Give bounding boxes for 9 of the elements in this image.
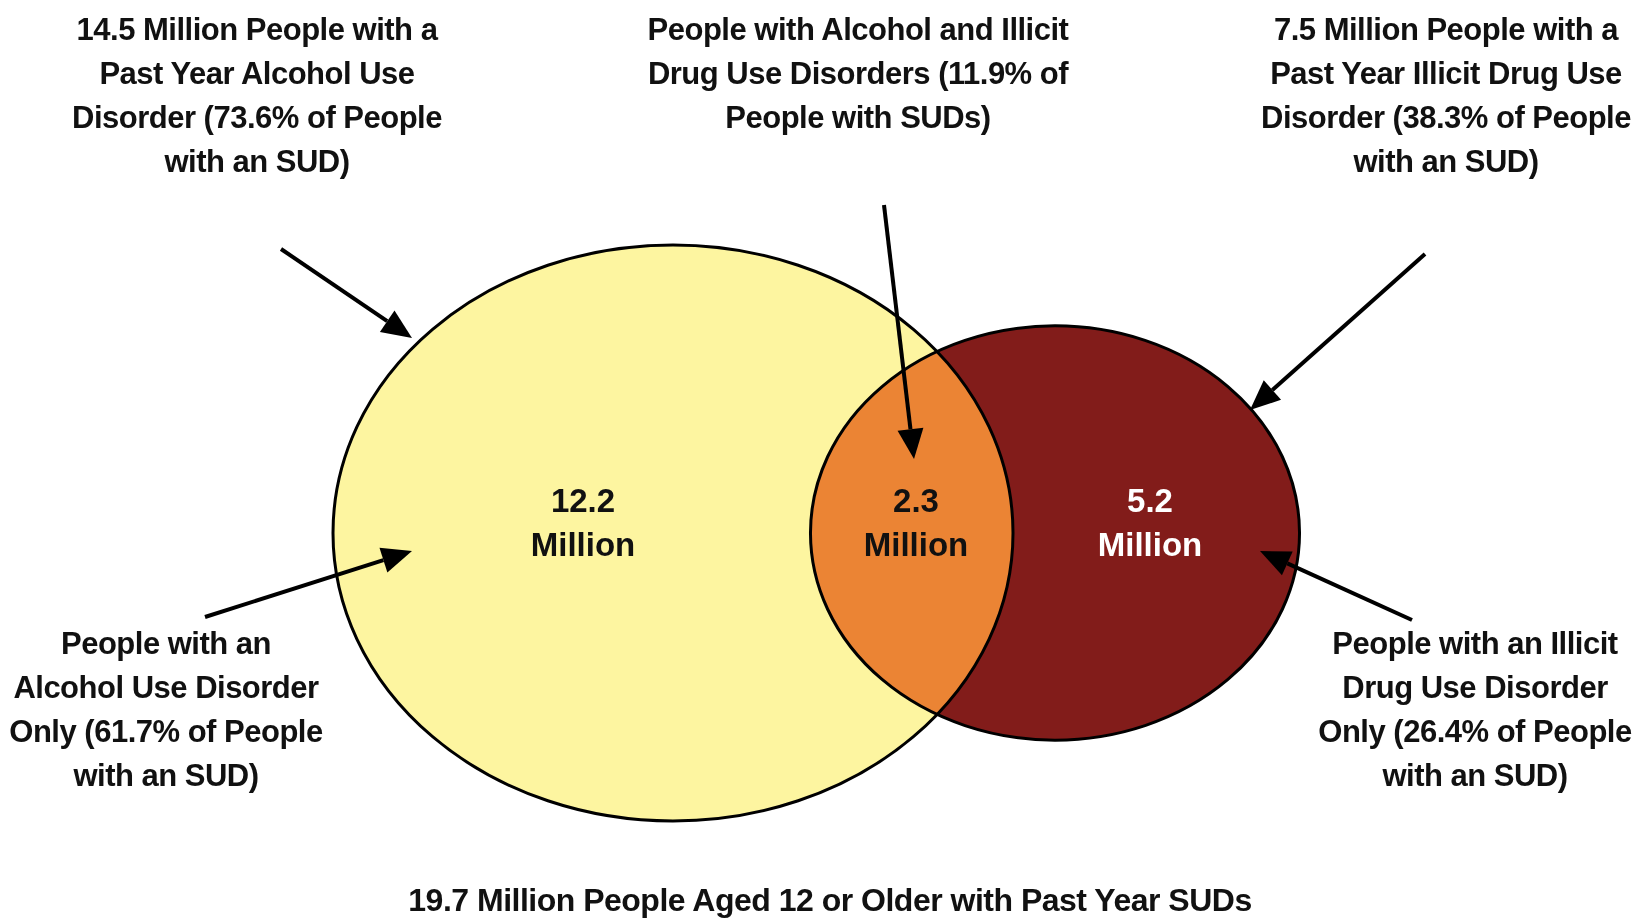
text: 14.5 Million People with a Past Year Alcohol Use Disorder (73.6% of People with an SUD) (71, 11, 443, 181)
text: 19.7 Million People Aged 12 or Older with Past Year SUDs (407, 882, 1253, 919)
text: People with an Alcohol Use Disorder Only (61.7% of People with an SUD) (8, 625, 324, 795)
data-label: 5.2 Million (1097, 482, 1203, 564)
text: People with an Illicit Drug Use Disorder Only (26.4% of People with an SUD) (1317, 625, 1633, 795)
data-label: 12.2 Million (530, 482, 636, 564)
text: 7.5 Million People with a Past Year Illicit Drug Use Disorder (38.3% of People with an SUD) (1260, 11, 1632, 181)
text: People with Alcohol and Illicit Drug Use Disorders (11.9% of People with SUDs) (646, 11, 1070, 137)
data-label: 2.3 Million (863, 482, 969, 564)
